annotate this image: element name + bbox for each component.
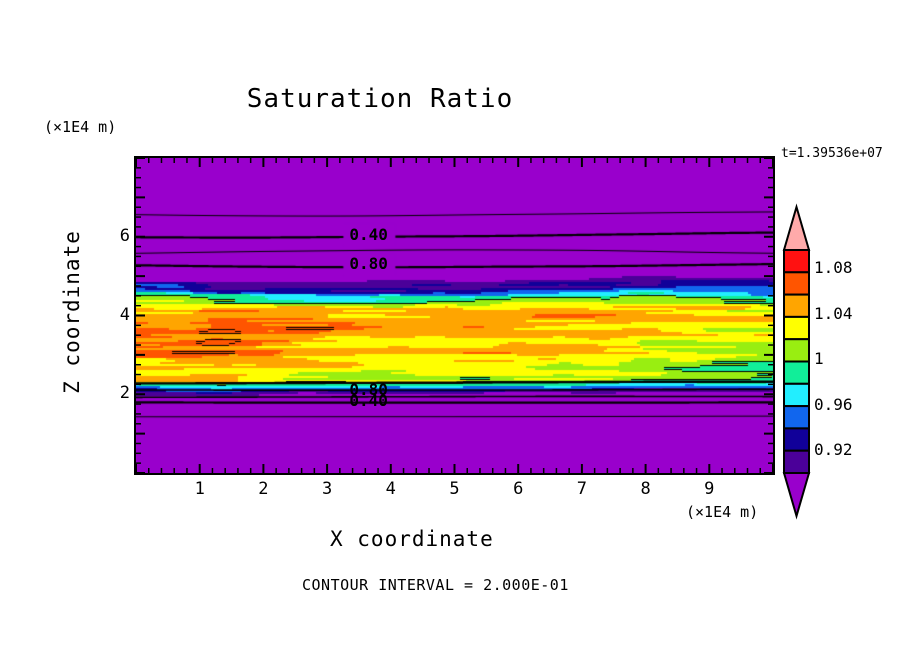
colorbar-block xyxy=(783,271,810,296)
contour-line-label: 0.80 xyxy=(349,254,388,274)
x-axis-title: X coordinate xyxy=(330,527,494,551)
contour-line-label: 0.40 xyxy=(349,224,388,244)
x-tick-label: 4 xyxy=(385,479,396,499)
colorbar-block xyxy=(783,293,810,318)
colorbar-cap-bottom xyxy=(782,472,811,520)
y-axis-title: Z coordinate xyxy=(60,230,84,394)
colorbar-tick-label: 1 xyxy=(814,349,824,368)
x-tick-label: 1 xyxy=(194,479,205,499)
page-title: Saturation Ratio xyxy=(246,84,514,114)
x-tick-label: 9 xyxy=(704,479,715,499)
colorbar-block xyxy=(783,360,810,385)
x-tick-label: 7 xyxy=(576,479,588,499)
colorbar-tick-label: 1.08 xyxy=(814,258,853,277)
contour-plot-canvas xyxy=(136,158,773,473)
time-stamp-label: t=1.39536e+07 xyxy=(781,146,883,161)
colorbar-block xyxy=(783,315,810,341)
colorbar-block xyxy=(783,427,810,452)
y-tick-label: 6 xyxy=(119,225,130,246)
x-tick-label: 3 xyxy=(321,479,333,499)
contour-interval-note: CONTOUR INTERVAL = 2.000E-01 xyxy=(302,576,569,594)
y-axis-units-label: (×1E4 m) xyxy=(44,118,117,136)
colorbar-tick-label: 0.96 xyxy=(814,395,853,414)
colorbar-block xyxy=(783,405,810,430)
x-tick-label: 6 xyxy=(513,479,524,499)
contour-line-label: 0.80 xyxy=(349,380,388,400)
contour-line-label: 0.40 xyxy=(349,391,388,411)
x-tick-label: 2 xyxy=(258,479,269,499)
colorbar-tick-label: 1.04 xyxy=(814,304,853,323)
colorbar-cap-top xyxy=(782,203,811,251)
colorbar-block xyxy=(783,449,810,475)
colorbar-tick-label: 0.92 xyxy=(814,440,853,459)
x-axis-units-label: (×1E4 m) xyxy=(686,503,759,521)
x-tick-label: 8 xyxy=(640,479,651,499)
x-tick-label: 5 xyxy=(449,479,460,499)
colorbar-block xyxy=(783,338,810,363)
y-tick-label: 2 xyxy=(119,383,130,404)
colorbar-block xyxy=(783,382,810,408)
y-tick-label: 4 xyxy=(119,304,130,325)
colorbar-block xyxy=(783,249,810,274)
